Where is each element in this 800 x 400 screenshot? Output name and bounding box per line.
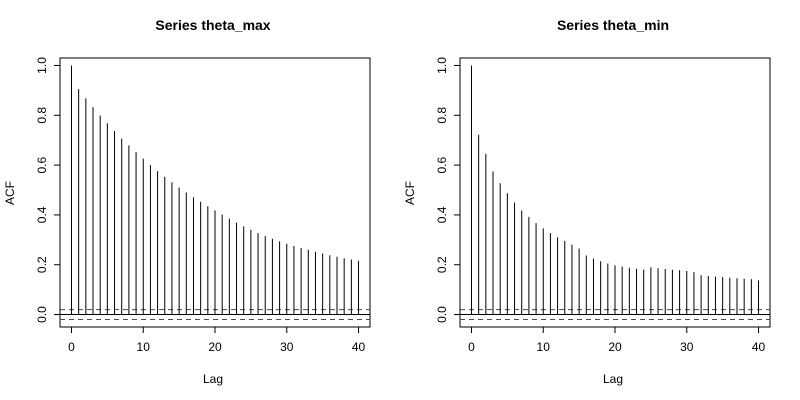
x-tick-label: 20 [208, 340, 222, 354]
x-tick-label: 30 [280, 340, 294, 354]
y-tick-label: 1.0 [435, 57, 449, 74]
x-tick-label: 40 [352, 340, 366, 354]
x-axis-label: Lag [203, 372, 223, 386]
acf-chart-theta-min: Series theta_min Lag ACF 0 10 20 30 40 0.0 0.2… [403, 17, 771, 386]
x-tick-label: 40 [752, 340, 766, 354]
y-tick-label: 0.2 [35, 256, 49, 273]
y-tick-label: 0.0 [435, 306, 449, 323]
y-tick-label: 0.0 [35, 306, 49, 323]
x-tick-label: 0 [68, 340, 75, 354]
y-axis-label: ACF [3, 181, 17, 205]
y-tick-label: 0.8 [35, 107, 49, 124]
x-tick-label: 20 [608, 340, 622, 354]
y-tick-label: 0.6 [435, 156, 449, 173]
chart-title: Series theta_max [155, 17, 270, 33]
y-tick-label: 0.2 [435, 256, 449, 273]
y-tick-label: 0.8 [435, 107, 449, 124]
acf-chart-theta-max: Series theta_max Lag ACF 0 10 20 30 40 0.0 0.2… [3, 17, 371, 386]
y-tick-label: 1.0 [35, 57, 49, 74]
y-tick-label: 0.4 [35, 206, 49, 223]
x-tick-label: 10 [537, 340, 551, 354]
y-tick-label: 0.6 [35, 156, 49, 173]
y-axis-label: ACF [403, 181, 417, 205]
chart-title: Series theta_min [557, 17, 669, 33]
x-axis-label: Lag [603, 372, 623, 386]
x-tick-label: 30 [680, 340, 694, 354]
x-tick-label: 10 [137, 340, 151, 354]
y-tick-label: 0.4 [435, 206, 449, 223]
x-tick-label: 0 [468, 340, 475, 354]
